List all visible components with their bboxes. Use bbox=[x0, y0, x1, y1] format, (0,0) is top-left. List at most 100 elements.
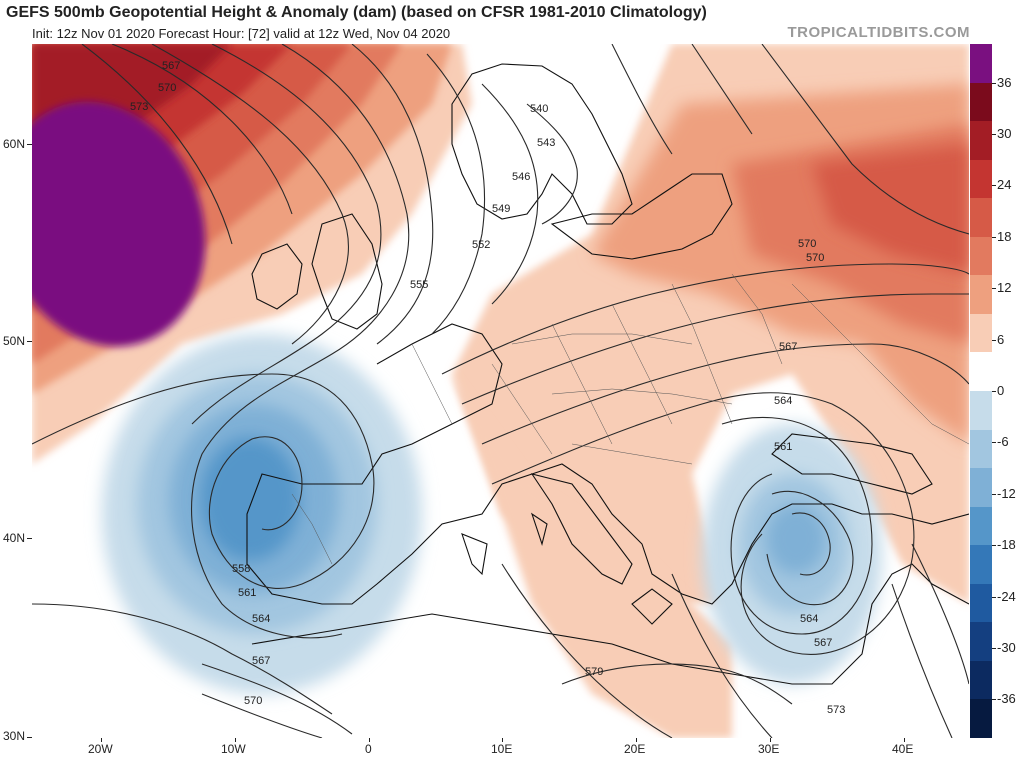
lon-tick bbox=[770, 738, 771, 742]
lon-label-30e: 30E bbox=[758, 742, 780, 756]
contour-label: 570 bbox=[158, 82, 176, 94]
colorbar-tick bbox=[992, 82, 996, 84]
map-title: GEFS 500mb Geopotential Height & Anomaly… bbox=[6, 4, 707, 21]
colorbar-label: -30 bbox=[997, 639, 1016, 655]
lon-label-20w: 20W bbox=[88, 742, 113, 756]
colorbar-tick bbox=[992, 493, 996, 495]
colorbar-cell bbox=[970, 391, 992, 430]
lat-label-50n: 50N bbox=[3, 334, 26, 348]
lon-label-40e: 40E bbox=[892, 742, 914, 756]
lon-label-10w: 10W bbox=[221, 742, 246, 756]
anomaly-shading bbox=[32, 44, 969, 738]
contour-label: 552 bbox=[472, 239, 490, 251]
contour-label: 567 bbox=[162, 60, 180, 72]
colorbar-cell bbox=[970, 121, 992, 161]
contour-label: 549 bbox=[492, 203, 510, 215]
map-subtitle: Init: 12z Nov 01 2020 Forecast Hour: [72… bbox=[32, 26, 451, 41]
colorbar-cell bbox=[970, 622, 992, 662]
colorbar-cell bbox=[970, 236, 992, 276]
colorbar-cell bbox=[970, 352, 992, 392]
colorbar-tick bbox=[992, 545, 996, 547]
contour-label: 558 bbox=[232, 563, 250, 575]
colorbar-cell bbox=[970, 699, 992, 739]
contour-label: 570 bbox=[798, 238, 816, 250]
lon-tick bbox=[369, 738, 370, 742]
colorbar-label: -18 bbox=[997, 537, 1016, 553]
contour-label: 570 bbox=[244, 695, 262, 707]
colorbar-label: 6 bbox=[997, 331, 1005, 347]
lon-label-0: 0 bbox=[365, 742, 372, 756]
colorbar-cell bbox=[970, 82, 992, 122]
colorbar-cell bbox=[970, 545, 992, 585]
colorbar-tick bbox=[992, 390, 996, 392]
colorbar-label: 30 bbox=[997, 125, 1012, 141]
lat-tick bbox=[27, 144, 32, 145]
contour-label: 573 bbox=[827, 704, 845, 716]
contour-label: 564 bbox=[774, 395, 792, 407]
contour-label: 579 bbox=[585, 666, 603, 678]
colorbar-tick bbox=[992, 185, 996, 187]
contour-label: 540 bbox=[530, 103, 548, 115]
lon-tick bbox=[101, 738, 102, 742]
lat-tick bbox=[27, 737, 32, 738]
lat-tick bbox=[27, 538, 32, 539]
anomaly-colorbar bbox=[970, 44, 992, 739]
contour-label: 573 bbox=[130, 101, 148, 113]
colorbar-label: -36 bbox=[997, 691, 1016, 707]
colorbar-tick bbox=[992, 339, 996, 341]
contour-labels: 567 570 573 540 543 546 549 552 555 570 … bbox=[130, 60, 845, 716]
contour-label: 561 bbox=[774, 441, 792, 453]
colorbar-label: 12 bbox=[997, 280, 1012, 296]
lat-tick bbox=[27, 341, 32, 342]
lon-tick bbox=[235, 738, 236, 742]
colorbar-cell bbox=[970, 313, 992, 353]
contour-label: 543 bbox=[537, 137, 555, 149]
contour-label: 546 bbox=[512, 171, 530, 183]
colorbar-label: 18 bbox=[997, 228, 1012, 244]
colorbar-cell bbox=[970, 583, 992, 623]
lon-label-20e: 20E bbox=[624, 742, 646, 756]
brand-watermark: TROPICALTIDBITS.COM bbox=[787, 24, 970, 41]
contour-label: 567 bbox=[252, 655, 270, 667]
colorbar-tick bbox=[992, 647, 996, 649]
lon-tick bbox=[636, 738, 637, 742]
header: GEFS 500mb Geopotential Height & Anomaly… bbox=[0, 0, 1024, 44]
lat-label-30n: 30N bbox=[3, 729, 26, 743]
lon-label-10e: 10E bbox=[491, 742, 513, 756]
map-canvas: 567 570 573 540 543 546 549 552 555 570 … bbox=[32, 44, 969, 738]
colorbar-tick bbox=[992, 699, 996, 701]
country-borders bbox=[291, 273, 969, 565]
colorbar-cell bbox=[970, 468, 992, 508]
colorbar-cell bbox=[970, 275, 992, 315]
contour-label: 567 bbox=[814, 637, 832, 649]
coastlines bbox=[246, 63, 969, 685]
height-contours bbox=[32, 44, 969, 738]
lat-label-60n: 60N bbox=[3, 137, 26, 151]
colorbar-tick bbox=[992, 133, 996, 135]
colorbar-tick bbox=[992, 236, 996, 238]
contour-label: 564 bbox=[800, 613, 818, 625]
colorbar-label: 0 bbox=[997, 382, 1005, 398]
map-panel: 567 570 573 540 543 546 549 552 555 570 … bbox=[32, 44, 969, 738]
colorbar-tick bbox=[992, 442, 996, 444]
lon-tick bbox=[502, 738, 503, 742]
lon-tick bbox=[904, 738, 905, 742]
contour-label: 570 bbox=[806, 252, 824, 264]
colorbar-tick bbox=[992, 596, 996, 598]
lat-label-40n: 40N bbox=[3, 531, 26, 545]
colorbar-label: -12 bbox=[997, 485, 1016, 501]
colorbar-cell bbox=[970, 660, 992, 700]
colorbar-cell bbox=[970, 44, 992, 83]
colorbar-cell bbox=[970, 159, 992, 199]
colorbar-cell bbox=[970, 506, 992, 546]
colorbar-tick bbox=[992, 288, 996, 290]
colorbar-label: 36 bbox=[997, 74, 1012, 90]
colorbar-cell bbox=[970, 198, 992, 238]
contour-label: 555 bbox=[410, 279, 428, 291]
colorbar-cell bbox=[970, 429, 992, 469]
colorbar-label: 24 bbox=[997, 177, 1012, 193]
contour-label: 564 bbox=[252, 613, 270, 625]
contour-label: 567 bbox=[779, 341, 797, 353]
contour-label: 561 bbox=[238, 587, 256, 599]
colorbar-label: -6 bbox=[997, 434, 1009, 450]
